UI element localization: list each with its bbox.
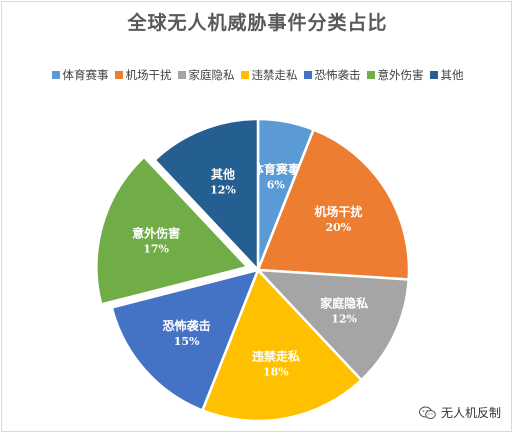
watermark: 无人机反制 [418, 404, 501, 421]
legend-label: 其他 [440, 68, 464, 82]
chart-title: 全球无人机威胁事件分类占比 [127, 12, 388, 34]
legend-item: 机场干扰 [114, 67, 172, 83]
slice-category-label: 违禁走私 [252, 348, 300, 363]
watermark-text: 无人机反制 [440, 406, 501, 420]
legend-item: 意外伤害 [366, 67, 424, 83]
slice-percent-label: 6% [267, 179, 286, 192]
legend-item: 恐怖袭击 [303, 67, 361, 83]
legend-swatch [114, 71, 123, 79]
legend-label: 违禁走私 [251, 68, 298, 82]
wechat-icon [418, 406, 436, 419]
slice-category-label: 机场干扰 [314, 204, 362, 219]
chart-legend: 体育赛事 机场干扰 家庭隐私 违禁走私 恐怖袭击 意外伤害 其他 [0, 67, 515, 83]
legend-swatch [51, 71, 60, 79]
pie-slice [256, 128, 411, 281]
slice-category-label: 家庭隐私 [320, 296, 368, 311]
legend-swatch [240, 71, 249, 79]
legend-item: 其他 [429, 67, 464, 83]
legend-item: 体育赛事 [51, 67, 109, 83]
legend-label: 家庭隐私 [188, 68, 235, 82]
pie-slice [153, 117, 260, 272]
slice-percent-label: 12% [210, 184, 236, 197]
slice-percent-label: 18% [263, 365, 289, 378]
legend-swatch [429, 71, 438, 79]
slice-percent-label: 15% [174, 335, 200, 348]
slice-category-label: 恐怖袭击 [163, 318, 211, 333]
slice-category-label: 意外伤害 [132, 225, 180, 240]
slice-category-label: 其他 [211, 167, 235, 182]
legend-swatch [366, 71, 375, 79]
slice-percent-label: 20% [325, 221, 351, 234]
legend-swatch [177, 71, 186, 79]
pie-slice [256, 268, 410, 382]
slice-percent-label: 12% [331, 313, 357, 326]
legend-label: 意外伤害 [377, 68, 424, 82]
legend-label: 体育赛事 [62, 68, 109, 82]
pie-slice [110, 268, 260, 412]
pie-slice [201, 268, 363, 423]
slice-percent-label: 17% [143, 242, 169, 255]
legend-label: 恐怖袭击 [314, 68, 361, 82]
legend-item: 家庭隐私 [177, 67, 235, 83]
pie-slice [95, 155, 249, 306]
legend-swatch [303, 71, 312, 79]
legend-item: 违禁走私 [240, 67, 298, 83]
slice-category-label: 体育赛事 [252, 162, 300, 177]
legend-label: 机场干扰 [125, 68, 172, 82]
